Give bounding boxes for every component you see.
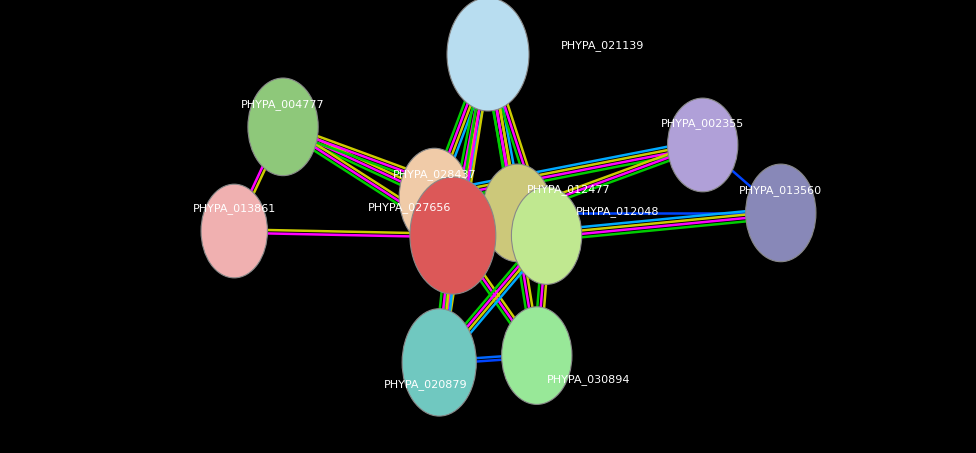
- Text: PHYPA_027656: PHYPA_027656: [368, 202, 452, 213]
- Text: PHYPA_013560: PHYPA_013560: [739, 185, 823, 196]
- Ellipse shape: [447, 0, 529, 111]
- Ellipse shape: [201, 184, 267, 278]
- Text: PHYPA_030894: PHYPA_030894: [547, 374, 630, 385]
- Text: PHYPA_013861: PHYPA_013861: [192, 203, 276, 214]
- Ellipse shape: [410, 177, 496, 294]
- Text: PHYPA_002355: PHYPA_002355: [661, 118, 745, 129]
- Text: PHYPA_012477: PHYPA_012477: [527, 184, 611, 195]
- Text: PHYPA_021139: PHYPA_021139: [561, 40, 644, 51]
- Text: PHYPA_012048: PHYPA_012048: [576, 207, 660, 217]
- Ellipse shape: [482, 164, 552, 262]
- Ellipse shape: [402, 309, 476, 416]
- Text: PHYPA_020879: PHYPA_020879: [384, 379, 468, 390]
- Text: PHYPA_028437: PHYPA_028437: [392, 169, 476, 180]
- Ellipse shape: [248, 78, 318, 176]
- Ellipse shape: [511, 187, 582, 284]
- Ellipse shape: [668, 98, 738, 192]
- Ellipse shape: [502, 307, 572, 405]
- Text: PHYPA_004777: PHYPA_004777: [241, 99, 325, 110]
- Ellipse shape: [746, 164, 816, 262]
- Ellipse shape: [399, 148, 469, 246]
